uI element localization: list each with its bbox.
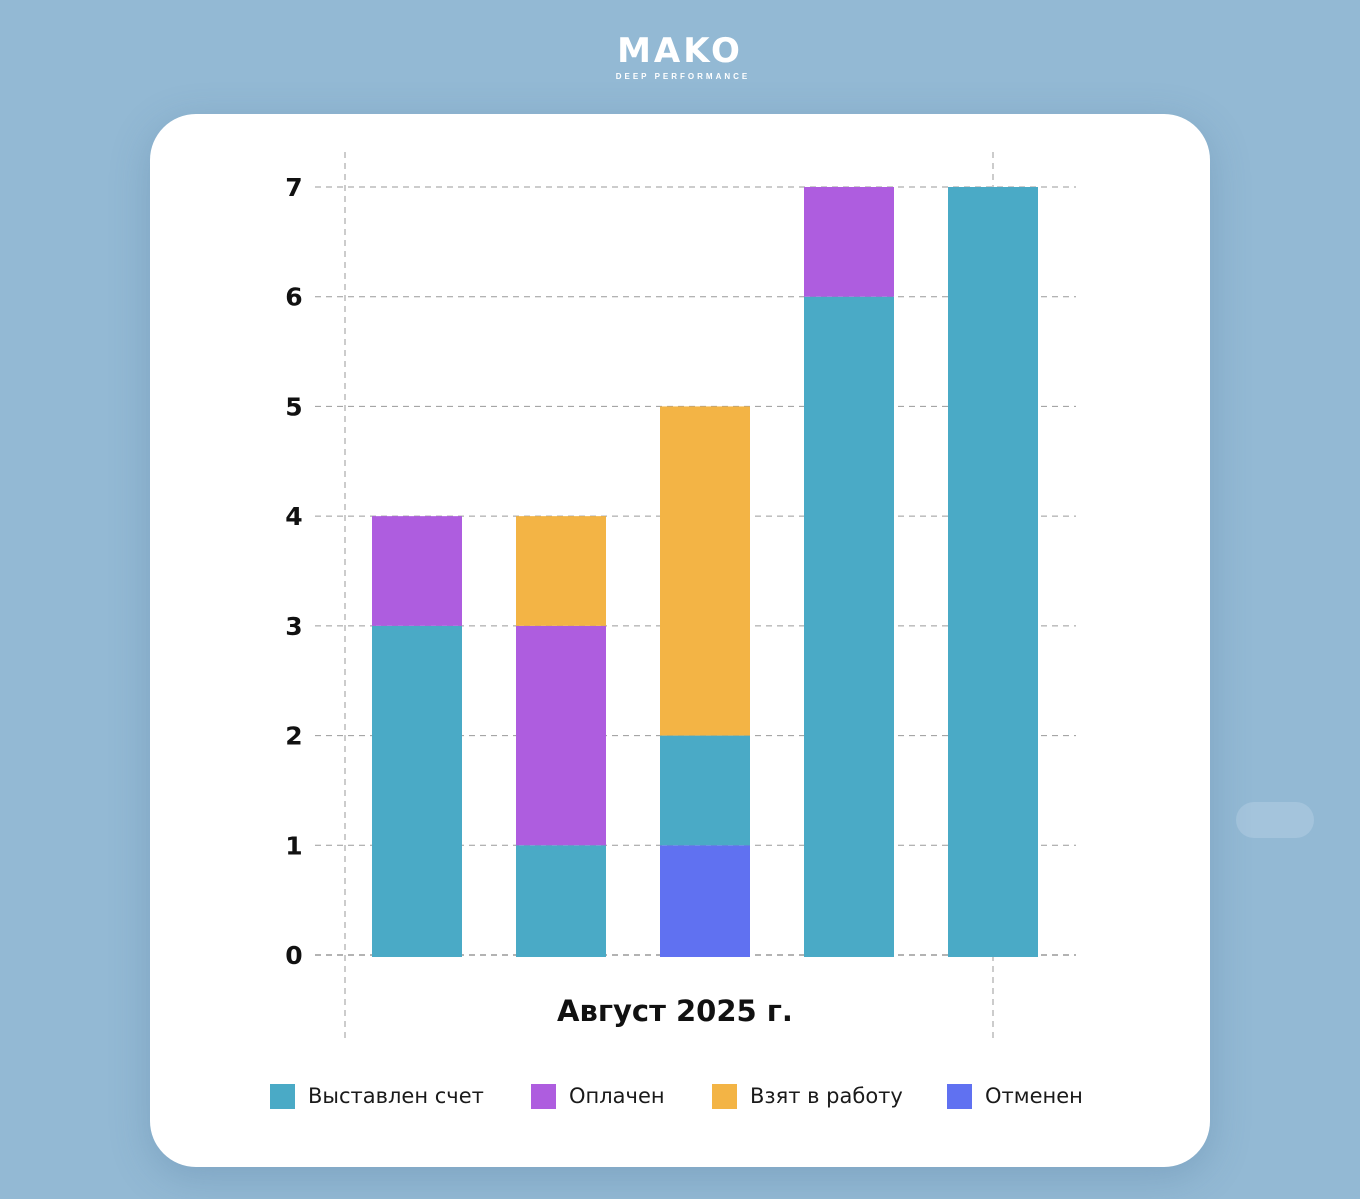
bar-segment [516, 516, 606, 626]
legend-swatch [712, 1083, 737, 1109]
y-tick-label: 3 [285, 612, 302, 641]
brand-logo: MAKO DEEP PERFORMANCE [0, 34, 1360, 81]
legend-item: Оплачен [531, 1082, 665, 1110]
y-tick-label: 6 [285, 283, 302, 312]
bar-segment [804, 187, 894, 297]
legend-item: Взят в работу [712, 1082, 903, 1110]
y-tick-label: 2 [285, 722, 302, 751]
bar-segment [516, 845, 606, 957]
y-tick-label: 0 [285, 941, 302, 970]
bar-segment [804, 296, 894, 957]
y-axis-ticks: 0 1 2 3 4 5 6 7 [285, 173, 302, 970]
legend-label: Отменен [985, 1084, 1083, 1108]
brand-name: MAKO [617, 34, 743, 64]
bar-segment [660, 845, 750, 957]
legend-swatch [531, 1083, 556, 1109]
y-tick-label: 5 [285, 392, 302, 421]
bar-segment [660, 406, 750, 736]
bar-segment [660, 735, 750, 846]
legend: Выставлен счет Оплачен Взят в работу Отмене… [0, 1082, 1360, 1110]
x-axis-title: Август 2025 г. [557, 994, 793, 1028]
y-tick-label: 1 [285, 831, 302, 860]
bar-segment [516, 625, 606, 846]
legend-label: Взят в работу [750, 1084, 903, 1108]
legend-label: Выставлен счет [308, 1084, 484, 1108]
side-handle [1236, 802, 1314, 838]
legend-swatch [947, 1083, 972, 1109]
bar-segment [372, 625, 462, 957]
legend-item: Выставлен счет [270, 1082, 484, 1110]
bars [372, 187, 1038, 957]
legend-item: Отменен [947, 1082, 1083, 1110]
legend-label: Оплачен [569, 1084, 665, 1108]
bar-segment [372, 516, 462, 626]
legend-swatch [270, 1083, 295, 1109]
bar-segment [948, 187, 1038, 957]
y-tick-label: 4 [285, 502, 302, 531]
y-tick-label: 7 [285, 173, 302, 202]
brand-tagline: DEEP PERFORMANCE [615, 72, 751, 81]
